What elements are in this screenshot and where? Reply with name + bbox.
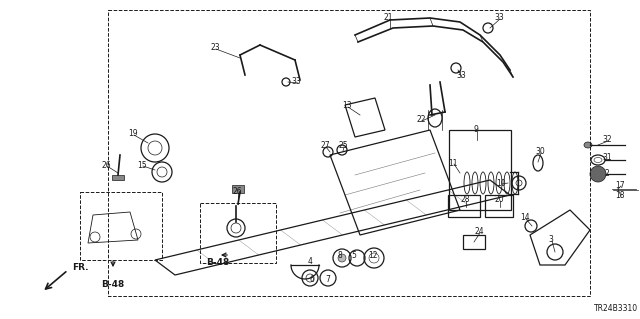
Text: 33: 33 <box>494 13 504 23</box>
Text: 26: 26 <box>232 188 242 197</box>
Text: 12: 12 <box>368 251 378 261</box>
Text: 8: 8 <box>338 251 342 261</box>
Text: FR.: FR. <box>72 263 88 271</box>
Text: 7: 7 <box>326 275 330 284</box>
Text: 9: 9 <box>474 125 479 135</box>
Text: B-48: B-48 <box>101 280 125 289</box>
Text: 5: 5 <box>351 251 356 261</box>
Text: 33: 33 <box>456 71 466 80</box>
Text: 31: 31 <box>602 153 612 162</box>
Ellipse shape <box>584 142 592 148</box>
Text: 15: 15 <box>137 160 147 169</box>
Text: 22: 22 <box>416 115 426 124</box>
Text: 27: 27 <box>320 142 330 151</box>
Text: 28: 28 <box>460 196 470 204</box>
Text: 25: 25 <box>338 142 348 151</box>
Bar <box>463 235 485 249</box>
Bar <box>449 130 511 210</box>
Text: 13: 13 <box>342 101 352 110</box>
Text: 33: 33 <box>291 78 301 86</box>
Circle shape <box>590 166 606 182</box>
Bar <box>448 195 480 217</box>
Text: 17: 17 <box>615 181 625 189</box>
Bar <box>200 203 276 263</box>
Text: 3: 3 <box>548 235 554 244</box>
Circle shape <box>338 254 346 262</box>
Bar <box>80 192 162 260</box>
Bar <box>485 195 513 217</box>
Text: 10: 10 <box>496 179 506 188</box>
Bar <box>232 185 244 193</box>
Text: 30: 30 <box>535 147 545 157</box>
Text: 6: 6 <box>310 275 314 284</box>
Text: 32: 32 <box>602 136 612 145</box>
Text: 2: 2 <box>605 168 609 177</box>
Text: 14: 14 <box>520 213 530 222</box>
Text: B-48: B-48 <box>206 258 230 267</box>
Text: TR24B3310: TR24B3310 <box>594 304 638 313</box>
Text: 20: 20 <box>494 196 504 204</box>
Text: 11: 11 <box>448 159 458 167</box>
Text: 4: 4 <box>308 257 312 266</box>
Text: 23: 23 <box>210 43 220 53</box>
Text: 24: 24 <box>474 227 484 236</box>
Text: 26: 26 <box>101 160 111 169</box>
Text: 21: 21 <box>383 13 393 23</box>
Text: 19: 19 <box>128 130 138 138</box>
Text: 18: 18 <box>615 190 625 199</box>
Bar <box>108 10 590 296</box>
Bar <box>112 175 124 180</box>
